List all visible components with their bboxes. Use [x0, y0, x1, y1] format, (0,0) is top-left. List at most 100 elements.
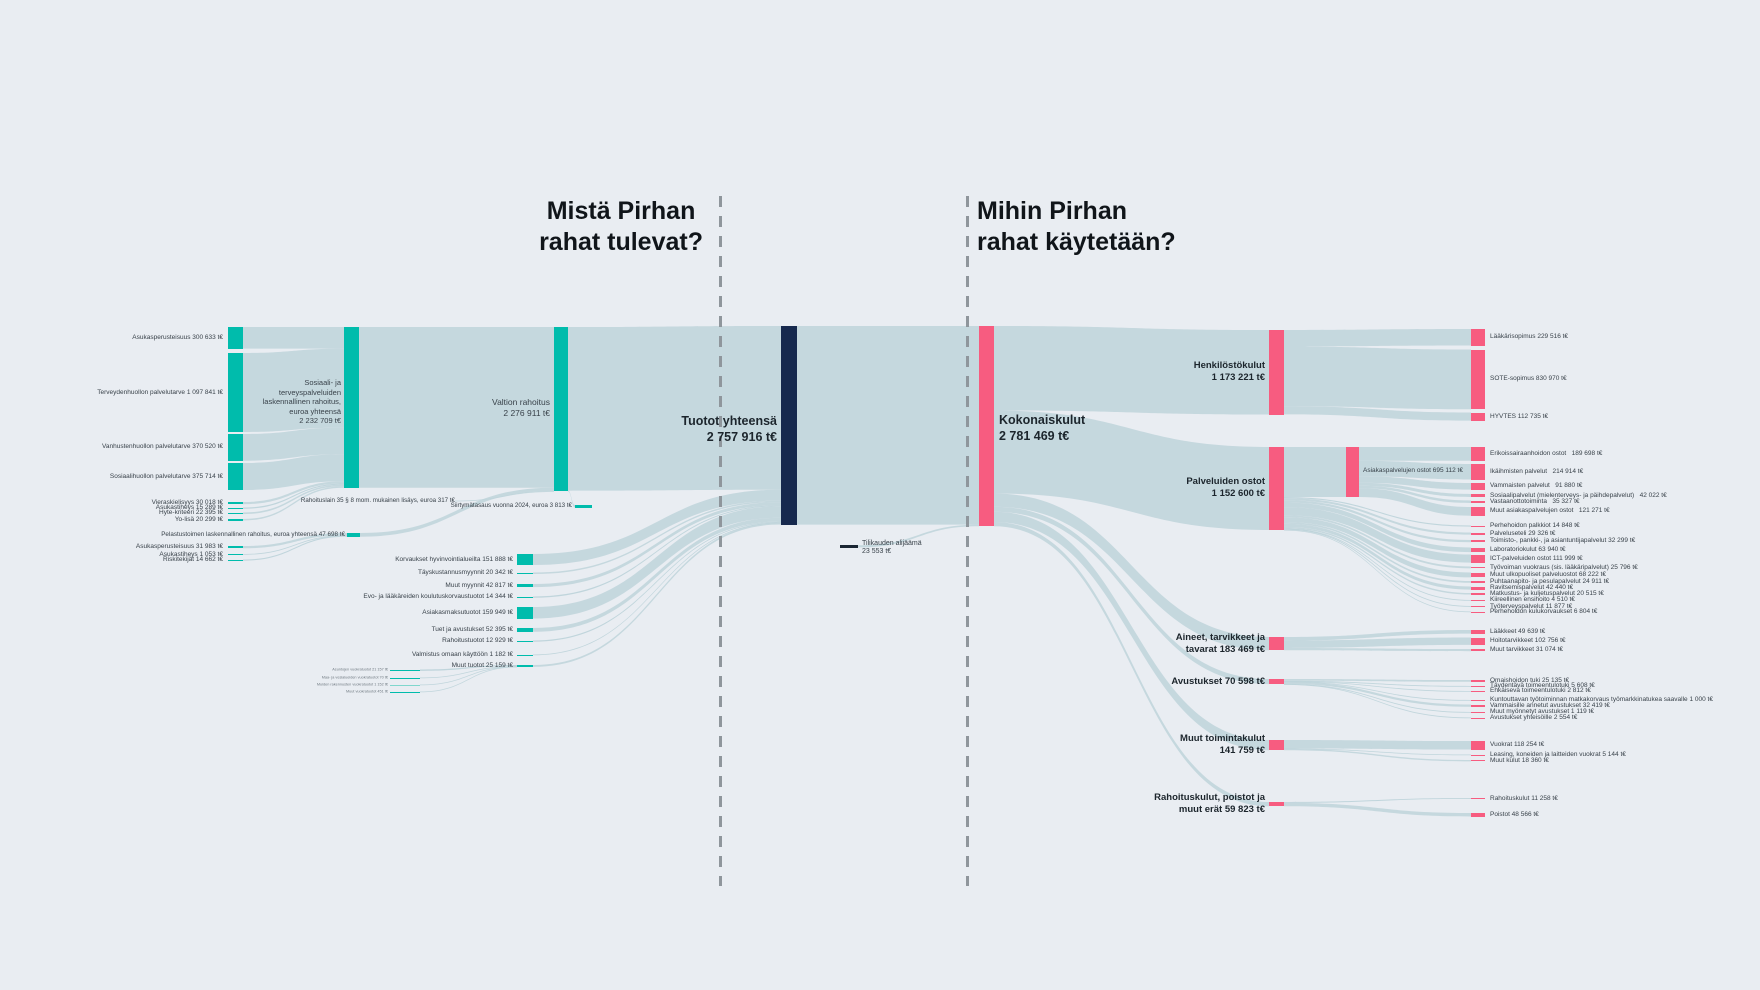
flow-avustukset-to-avustukset-yhteisoille[interactable]	[1284, 684, 1471, 719]
node-ravitsemispalvelut[interactable]	[1471, 586, 1485, 590]
node-vuokrat[interactable]	[1471, 741, 1485, 750]
flow-muut-myynnit-to-tuotot-yhteensa[interactable]	[533, 502, 781, 588]
flow-asukastiheys-pelastus-to-pelastustoimen-laskennallinen[interactable]	[243, 535, 347, 555]
flow-kokonaiskulut-to-muut-toimintakulut[interactable]	[994, 511, 1269, 751]
flow-muut-toimintakulut-to-vuokrat[interactable]	[1284, 740, 1471, 750]
flow-asiakaspalvelujen-ostot-to-ikaihmisten-palvelut[interactable]	[1359, 460, 1471, 480]
node-asukasperusteisuus-pelastus[interactable]	[228, 546, 243, 549]
node-avustukset-yhteisoille[interactable]	[1471, 717, 1485, 719]
node-sosiaalipalvelut-mielenterveys[interactable]	[1471, 494, 1485, 497]
flow-valmistus-omaan-kayttoon-to-tuotot-yhteensa[interactable]	[533, 522, 781, 656]
flow-avustukset-to-omaishoidon-tuki[interactable]	[1284, 679, 1471, 682]
flow-palveluiden-ostot-to-laboratoriokulut[interactable]	[1284, 502, 1471, 553]
node-tilikauden-alijaama[interactable]	[840, 545, 858, 548]
flow-asukastiheys-sote-to-sote-laskennallinen[interactable]	[243, 483, 344, 509]
node-toimisto-pankki-asiantuntija[interactable]	[1471, 540, 1485, 543]
node-taydentava-toimeentulotuki[interactable]	[1471, 686, 1485, 687]
flow-muut-toimintakulut-to-leasing-koneiden-laitteiden-vuokrat[interactable]	[1284, 748, 1471, 756]
flow-palveluiden-ostot-to-kiireellinen-ensihoito[interactable]	[1284, 528, 1471, 601]
flow-yo-lisa-to-sote-laskennallinen[interactable]	[243, 486, 344, 521]
flow-palveluiden-ostot-to-tyoterveyspalvelut[interactable]	[1284, 528, 1471, 607]
node-tayskustannusmyynnit[interactable]	[517, 572, 533, 574]
flow-aineet-tarvikkeet-to-hoitotarvikkeet[interactable]	[1284, 637, 1471, 649]
flow-kokonaiskulut-to-avustukset[interactable]	[994, 506, 1269, 685]
flow-palveluiden-ostot-to-ravitsemispalvelut[interactable]	[1284, 523, 1471, 590]
flow-tuotot-yhteensa-to-kokonaiskulut[interactable]	[797, 326, 979, 525]
node-laakarisopimus[interactable]	[1471, 329, 1485, 346]
node-muut-asiakaspalvelujen-ostot[interactable]	[1471, 507, 1485, 516]
node-riskitekijat[interactable]	[228, 559, 243, 561]
node-valtion-rahoitus[interactable]	[554, 327, 568, 492]
node-rahoitustuotot[interactable]	[517, 640, 533, 642]
node-evo-koulutuskorvaustuotot[interactable]	[517, 596, 533, 598]
node-terveydenhuollon-palvelutarve[interactable]	[228, 353, 243, 432]
flow-palveluiden-ostot-to-asiakaspalvelujen-ostot[interactable]	[1284, 447, 1346, 497]
flow-tilikauden-alijaama-to-kokonaiskulut[interactable]	[858, 524, 979, 548]
flow-valtion-rahoitus-to-siirtymatasaus[interactable]	[568, 490, 575, 508]
flow-rahoituskulut-poistot-muut-erat-to-poistot[interactable]	[1284, 802, 1471, 817]
node-kiireellinen-ensihoito[interactable]	[1471, 600, 1485, 601]
node-palveluiden-ostot[interactable]	[1269, 447, 1284, 530]
node-vastaanottotoiminta[interactable]	[1471, 500, 1485, 503]
node-henkilostokulut[interactable]	[1269, 330, 1284, 415]
node-siirtymatasaus[interactable]	[575, 505, 592, 508]
node-puhtaanapito-pesulapalvelut[interactable]	[1471, 581, 1485, 583]
flow-kokonaiskulut-to-rahoituskulut-poistot-muut-erat[interactable]	[994, 522, 1269, 807]
flow-avustukset-to-vammaisille-annetut-avustukset[interactable]	[1284, 681, 1471, 707]
flow-kokonaiskulut-to-aineet-tarvikkeet[interactable]	[994, 493, 1269, 651]
flow-muiden-rakennusten-vuokratuotot-to-muut-tuotot[interactable]	[420, 666, 517, 686]
flow-palveluiden-ostot-to-tyovoiman-vuokraus[interactable]	[1284, 515, 1471, 569]
node-maa-ja-vesialueiden-vuokratuotot[interactable]	[390, 677, 420, 679]
node-sote-laskennallinen[interactable]	[344, 327, 359, 488]
node-vanhustenhuollon-palvelutarve[interactable]	[228, 434, 243, 461]
node-laboratoriokulut[interactable]	[1471, 547, 1485, 553]
node-poistot[interactable]	[1471, 813, 1485, 817]
node-omaishoidon-tuki[interactable]	[1471, 680, 1485, 682]
flow-palveluiden-ostot-to-muut-ulkopuoliset-palveluostot[interactable]	[1284, 517, 1471, 578]
node-muut-tuotot[interactable]	[517, 665, 533, 667]
node-sote-sopimus[interactable]	[1471, 349, 1485, 410]
node-aineet-tarvikkeet[interactable]	[1269, 637, 1284, 651]
flow-henkilostokulut-to-hyvtes[interactable]	[1284, 406, 1471, 421]
node-rahoituskulut-poistot-muut-erat[interactable]	[1269, 802, 1284, 807]
flow-henkilostokulut-to-laakarisopimus[interactable]	[1284, 329, 1471, 347]
node-ehkaiseva-toimeentulotuki[interactable]	[1471, 691, 1485, 692]
flow-kokonaiskulut-to-henkilostokulut[interactable]	[994, 326, 1269, 415]
flow-asiakaspalvelujen-ostot-to-erikoissairaanhoidon-ostot[interactable]	[1359, 447, 1471, 461]
flow-asiakasmaksutuotot-to-tuotot-yhteensa[interactable]	[533, 506, 781, 619]
flow-asiakaspalvelujen-ostot-to-sosiaalipalvelut-mielenterveys[interactable]	[1359, 482, 1471, 497]
node-matkustus-kuljetuspalvelut[interactable]	[1471, 593, 1485, 595]
flow-terveydenhuollon-palvelutarve-to-sote-laskennallinen[interactable]	[243, 348, 344, 432]
node-kokonaiskulut[interactable]	[979, 326, 994, 527]
flow-riskitekijat-to-pelastustoimen-laskennallinen[interactable]	[243, 535, 347, 561]
node-tyovoiman-vuokraus[interactable]	[1471, 566, 1485, 569]
node-muut-myonnetyt-avustukset[interactable]	[1471, 712, 1485, 713]
flow-avustukset-to-taydentava-toimeentulotuki[interactable]	[1284, 680, 1471, 687]
node-rahoituskulut[interactable]	[1471, 798, 1485, 799]
flow-palveluiden-ostot-to-matkustus-kuljetuspalvelut[interactable]	[1284, 526, 1471, 595]
flow-palveluiden-ostot-to-perhehoidon-kulukorvaukset[interactable]	[1284, 529, 1471, 613]
flow-pelastustoimen-laskennallinen-to-valtion-rahoitus[interactable]	[360, 487, 554, 537]
flow-asiakaspalvelujen-ostot-to-muut-asiakaspalvelujen-ostot[interactable]	[1359, 488, 1471, 516]
node-valmistus-omaan-kayttoon[interactable]	[517, 654, 533, 656]
flow-tuet-ja-avustukset-to-tuotot-yhteensa[interactable]	[533, 517, 781, 632]
flow-kokonaiskulut-to-palveluiden-ostot[interactable]	[994, 410, 1269, 531]
node-perhehoidon-palkkiot[interactable]	[1471, 525, 1485, 527]
flow-tayskustannusmyynnit-to-tuotot-yhteensa[interactable]	[533, 500, 781, 574]
node-hyte-kriteeri[interactable]	[228, 512, 243, 515]
flow-aineet-tarvikkeet-to-laakkeet[interactable]	[1284, 630, 1471, 641]
node-korvaukset-hyvinvointialueilta[interactable]	[517, 554, 533, 565]
node-ikaihmisten-palvelut[interactable]	[1471, 464, 1485, 480]
node-tuotot-yhteensa[interactable]	[781, 326, 797, 525]
node-hyvtes[interactable]	[1471, 412, 1485, 421]
flow-aineet-tarvikkeet-to-muut-tarvikkeet[interactable]	[1284, 648, 1471, 652]
node-leasing-koneiden-laitteiden-vuokrat[interactable]	[1471, 754, 1485, 756]
flow-palveluiden-ostot-to-perhehoidon-palkkiot[interactable]	[1284, 497, 1471, 527]
flow-henkilostokulut-to-sote-sopimus[interactable]	[1284, 346, 1471, 410]
flow-muut-toimintakulut-to-muut-kulut[interactable]	[1284, 748, 1471, 762]
flow-rahoituslain-lisays-to-valtion-rahoitus[interactable]	[455, 491, 554, 502]
flow-vanhustenhuollon-palvelutarve-to-sote-laskennallinen[interactable]	[243, 427, 344, 461]
node-asukasperusteisuus-sote[interactable]	[228, 327, 243, 349]
node-vammaisten-palvelut[interactable]	[1471, 483, 1485, 490]
node-muut-tarvikkeet[interactable]	[1471, 649, 1485, 652]
